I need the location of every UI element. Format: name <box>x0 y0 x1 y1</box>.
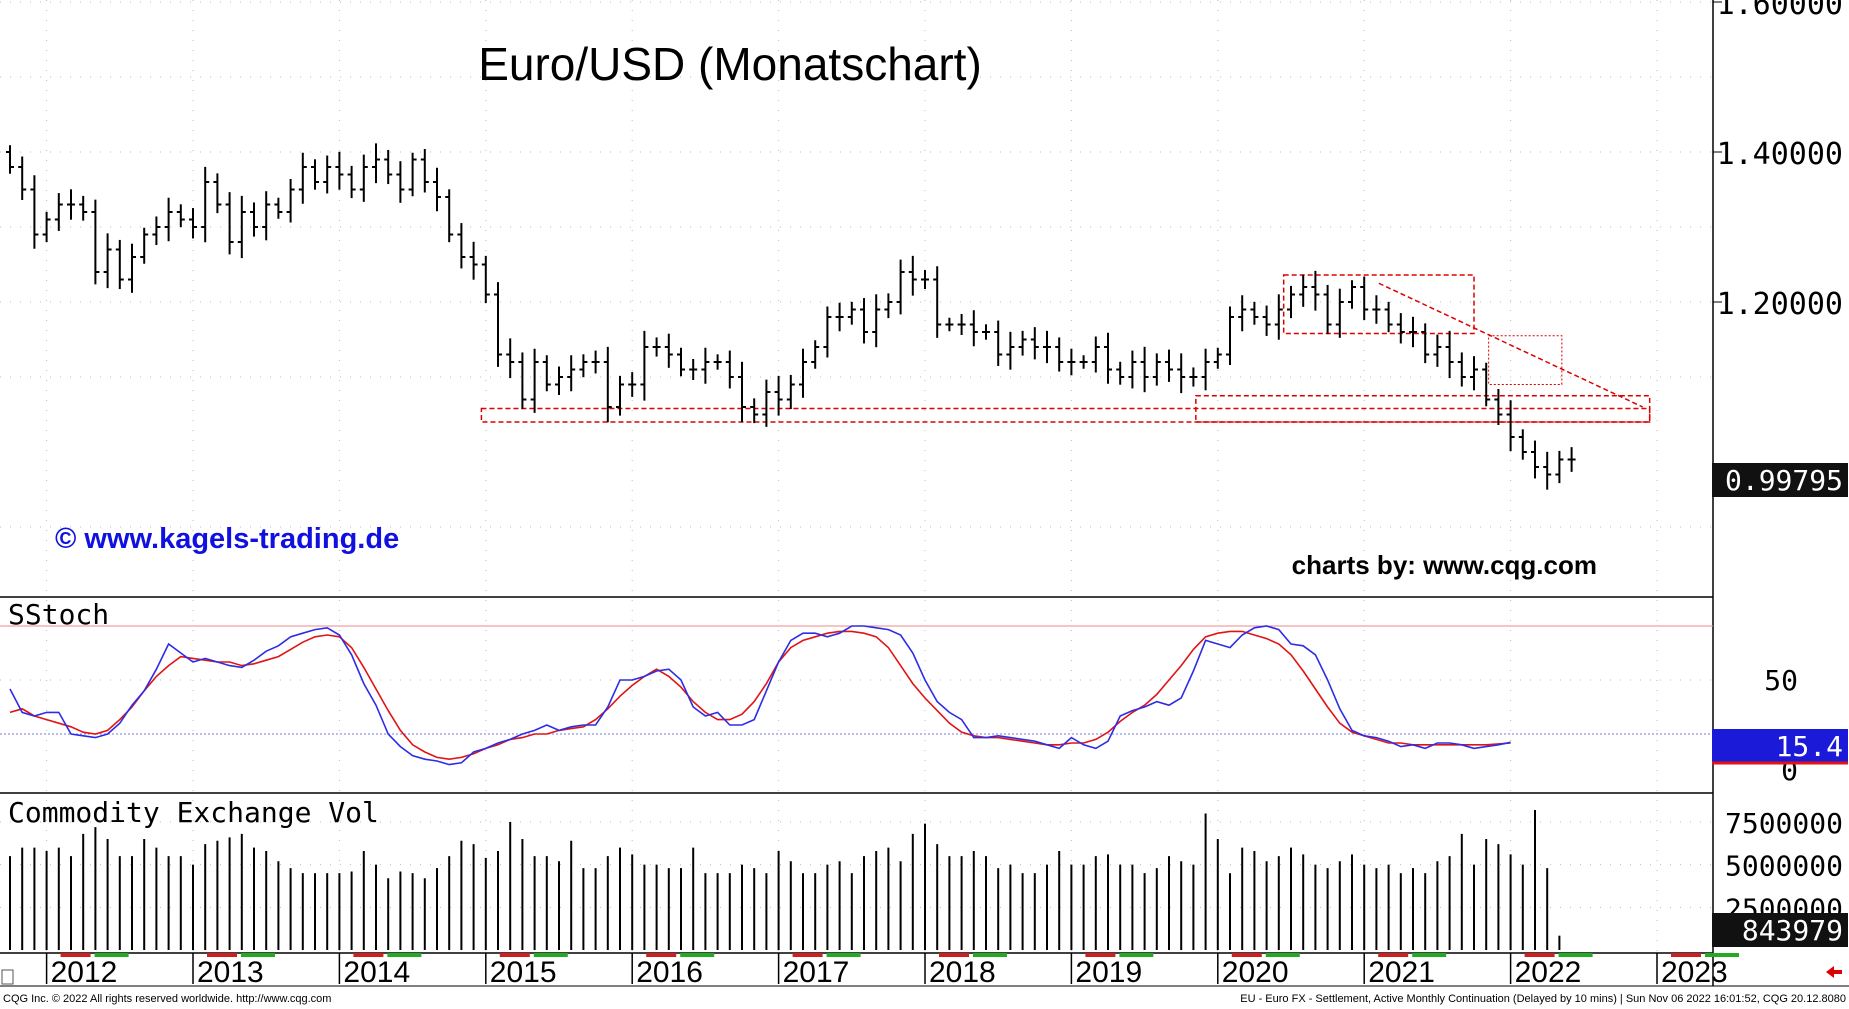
year-label-2021: 2021 <box>1368 956 1435 989</box>
year-label-2016: 2016 <box>636 956 703 989</box>
stoch-value-label: 15.4 <box>1776 730 1843 763</box>
year-label-2019: 2019 <box>1075 956 1142 989</box>
credit-text: charts by: www.cqg.com <box>1292 550 1597 580</box>
watermark-text: © www.kagels-trading.de <box>55 523 399 555</box>
year-label-2014: 2014 <box>343 956 410 989</box>
breakdown-channel-box <box>1195 395 1651 423</box>
stoch-lines <box>9 625 1511 766</box>
stoch-panel-label: SStoch <box>8 598 109 631</box>
annotations <box>480 274 1651 423</box>
year-label-2015: 2015 <box>490 956 557 989</box>
support-channel-box <box>480 407 1651 423</box>
volume-value-badge <box>1712 913 1848 947</box>
year-label-2022: 2022 <box>1515 956 1582 989</box>
volume-bars <box>9 810 1561 950</box>
pullback-box-2022 <box>1488 335 1563 385</box>
stoch-value-badge <box>1712 729 1848 763</box>
chart-title: Euro/USD (Monatschart) <box>478 38 982 90</box>
axis-labels: 2012 2013 2014 2015 2016 2017 2018 2019 2020 2021… <box>45 0 1843 989</box>
year-label-2013: 2013 <box>197 956 264 989</box>
downtrend-line <box>1378 282 1644 408</box>
last-price-badge <box>1712 463 1848 497</box>
stoch-tick-label-0: 50 <box>1764 664 1798 697</box>
scroll-right-arrow-icon[interactable] <box>1826 966 1842 978</box>
year-label-2020: 2020 <box>1222 956 1289 989</box>
year-label-2017: 2017 <box>783 956 850 989</box>
stoch-k-line <box>9 625 1511 766</box>
year-label-2023: 2023 <box>1661 956 1728 989</box>
price-tick-label-0: 1.60000 <box>1717 0 1843 22</box>
consolidation-box-2021 <box>1282 274 1475 335</box>
year-label-2012: 2012 <box>51 956 118 989</box>
volume-value-label: 843979 <box>1742 914 1843 947</box>
price-tick-label-2: 1.20000 <box>1717 287 1843 322</box>
price-tick-label-1: 1.40000 <box>1717 137 1843 172</box>
last-price-label: 0.99795 <box>1725 464 1843 497</box>
volume-tick-label-0: 7500000 <box>1725 807 1843 840</box>
footer-left: CQG Inc. © 2022 All rights reserved worl… <box>3 993 331 1005</box>
scroll-left-handle[interactable] <box>1 969 14 985</box>
year-label-2018: 2018 <box>929 956 996 989</box>
footer-right: EU - Euro FX - Settlement, Active Monthl… <box>1240 993 1846 1005</box>
stoch-d-line <box>9 630 1511 761</box>
price-bars <box>6 143 1576 490</box>
volume-panel-label: Commodity Exchange Vol <box>8 796 379 829</box>
volume-tick-label-1: 5000000 <box>1725 850 1843 883</box>
